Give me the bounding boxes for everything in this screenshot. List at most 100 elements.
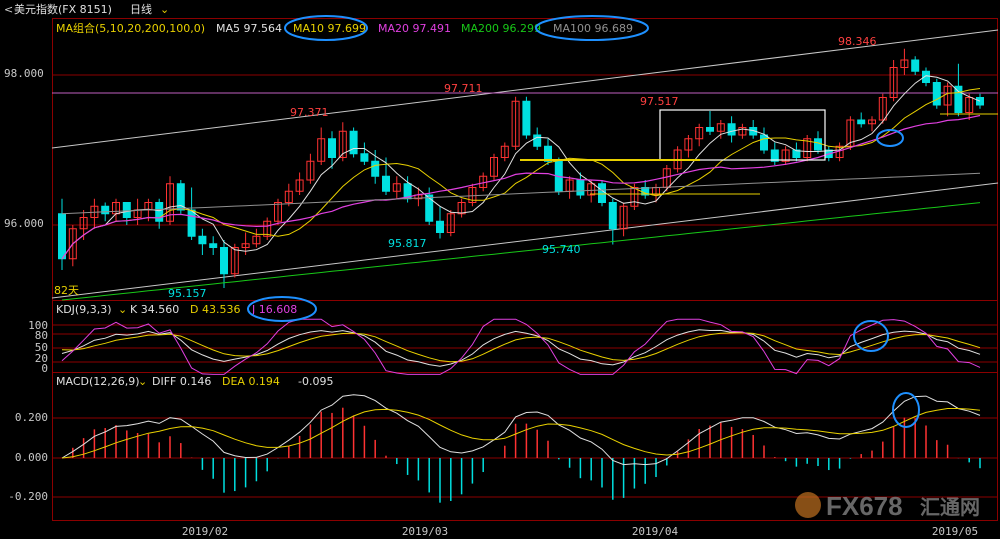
candle-body bbox=[349, 130, 358, 155]
watermark-logo-icon bbox=[795, 492, 821, 518]
kdj-group-label[interactable]: KDJ(9,3,3) bbox=[56, 303, 112, 316]
x-tick: 2019/05 bbox=[932, 525, 978, 538]
chevron-down-icon[interactable]: ⌄ bbox=[138, 375, 147, 388]
price-axis: 98.000 96.000 bbox=[4, 67, 44, 230]
candle-body bbox=[176, 183, 185, 211]
price-annotations: 97.371 97.711 97.517 98.346 95.157 95.81… bbox=[54, 35, 877, 300]
candle-body bbox=[976, 97, 984, 106]
kdj-tick: 100 bbox=[28, 319, 48, 332]
candle-body bbox=[230, 247, 239, 275]
macd-diff-value: DIFF 0.146 bbox=[152, 375, 211, 388]
ma-group-label[interactable]: MA组合(5,10,20,200,100,0) bbox=[56, 21, 205, 35]
candle-body bbox=[58, 213, 66, 260]
candle-body bbox=[900, 59, 909, 68]
candle-body bbox=[889, 67, 898, 98]
macd-histogram bbox=[72, 407, 981, 503]
candle-body bbox=[468, 187, 477, 203]
kdj-tick: 50 bbox=[35, 341, 48, 354]
candle-body bbox=[684, 138, 693, 151]
candle-body bbox=[727, 123, 736, 136]
macd-hist-value: -0.095 bbox=[298, 375, 333, 388]
watermark-text-cn: 汇通网 bbox=[920, 495, 980, 519]
candle-body bbox=[457, 202, 466, 215]
candle-body bbox=[382, 175, 390, 192]
candle-body bbox=[544, 145, 552, 162]
candle-body bbox=[284, 190, 293, 203]
ma100-highlight-circle bbox=[535, 15, 649, 41]
candle-body bbox=[263, 220, 272, 237]
ma20-value: MA20 97.491 bbox=[378, 22, 451, 35]
candle-body bbox=[954, 85, 963, 113]
moving-average-lines bbox=[61, 75, 981, 301]
kdj-j-value: J 16.608 bbox=[251, 303, 297, 316]
price-tick: 98.000 bbox=[4, 67, 44, 80]
macd-tick: 0.000 bbox=[15, 451, 48, 464]
kdj-tick: 0 bbox=[41, 362, 48, 375]
candle-body bbox=[252, 235, 261, 245]
lower-channel-line bbox=[51, 182, 999, 299]
macd-dea-value: DEA 0.194 bbox=[222, 375, 280, 388]
kdj-tick: 80 bbox=[35, 329, 48, 342]
candle-body bbox=[425, 194, 434, 222]
days-label: 82天 bbox=[54, 284, 79, 297]
candle-body bbox=[166, 183, 174, 222]
ma100-line bbox=[61, 172, 981, 215]
ma-legend: MA组合(5,10,20,200,100,0) MA5 97.564 MA10 … bbox=[56, 15, 649, 41]
chevron-down-icon[interactable]: ⌄ bbox=[160, 3, 169, 16]
candle-body bbox=[101, 205, 110, 215]
high-label: 98.346 bbox=[838, 35, 877, 48]
low-label: 95.817 bbox=[388, 237, 427, 250]
candle-body bbox=[911, 59, 920, 72]
ma10-line bbox=[61, 88, 981, 260]
candle-body bbox=[392, 183, 401, 192]
kdj-k-value: K 34.560 bbox=[130, 303, 179, 316]
candle-body bbox=[436, 220, 444, 233]
candle-body bbox=[706, 127, 714, 132]
candle-body bbox=[695, 127, 704, 140]
high-label: 97.711 bbox=[444, 82, 483, 95]
price-highlight-circle bbox=[876, 129, 904, 147]
candlestick-series bbox=[58, 48, 984, 288]
kdj-lines bbox=[61, 318, 981, 375]
kdj-j-line bbox=[61, 318, 981, 375]
ma10-value: MA10 97.699 bbox=[293, 22, 366, 35]
candle-body bbox=[878, 97, 887, 121]
grid-lines bbox=[52, 74, 998, 498]
candle-body bbox=[187, 209, 196, 237]
candle-body bbox=[500, 145, 509, 158]
ma100-value: MA100 96.689 bbox=[553, 22, 633, 35]
candle-body bbox=[306, 160, 315, 181]
back-arrow-icon[interactable]: < bbox=[4, 3, 13, 16]
high-label: 97.371 bbox=[290, 106, 329, 119]
ma20-line bbox=[61, 114, 981, 260]
period-label[interactable]: 日线 bbox=[130, 2, 152, 16]
kdj-tick: 20 bbox=[35, 352, 48, 365]
chevron-down-icon[interactable]: ⌄ bbox=[118, 303, 127, 316]
kdj-legend: KDJ(9,3,3) ⌄ K 34.560 D 43.536 J 16.608 bbox=[56, 296, 317, 322]
candle-body bbox=[760, 134, 768, 151]
kdj-d-value: D 43.536 bbox=[190, 303, 240, 316]
candle-body bbox=[155, 202, 164, 222]
candle-body bbox=[922, 70, 930, 83]
consolidation-box bbox=[659, 109, 826, 161]
macd-tick: 0.200 bbox=[15, 411, 48, 424]
macd-panel bbox=[52, 372, 998, 521]
macd-group-label[interactable]: MACD(12,26,9) bbox=[56, 375, 140, 388]
candle-body bbox=[522, 100, 531, 136]
candle-body bbox=[770, 149, 779, 162]
candle-body bbox=[274, 202, 282, 222]
upper-channel-line bbox=[51, 29, 999, 149]
ma200-value: MA200 96.299 bbox=[461, 22, 541, 35]
candle-body bbox=[241, 243, 250, 248]
candle-body bbox=[868, 119, 876, 125]
candle-body bbox=[533, 134, 542, 147]
kdj-k-line bbox=[61, 329, 981, 367]
macd-dea-line bbox=[61, 408, 981, 459]
chart-title: 美元指数(FX 8151) bbox=[14, 2, 112, 16]
low-label: 95.157 bbox=[168, 287, 207, 300]
watermark-text: FX678 bbox=[826, 491, 903, 521]
candle-body bbox=[965, 97, 974, 113]
ma10-highlight-circle bbox=[284, 15, 368, 41]
x-axis: 2019/02 2019/03 2019/04 2019/05 bbox=[182, 525, 978, 538]
candle-body bbox=[338, 130, 347, 158]
